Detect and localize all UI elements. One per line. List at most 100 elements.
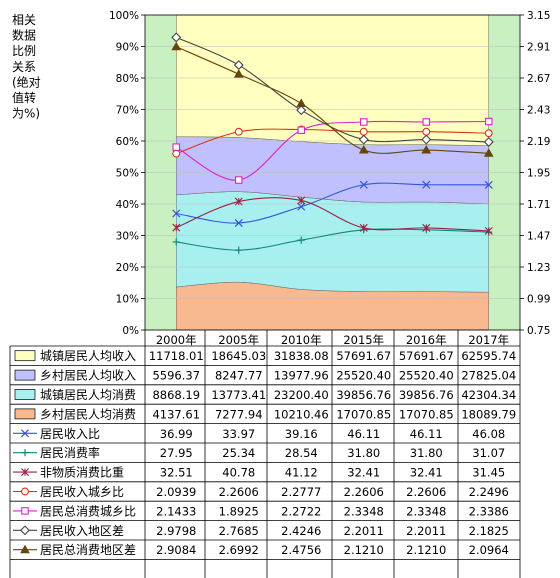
table-cell: 2.3348	[406, 504, 446, 518]
point-居民收入地区差-2-glyph	[296, 105, 307, 116]
point-居民收入比-5-glyph	[484, 180, 493, 189]
legend-marker-居民总消费城乡比-glyph	[21, 507, 29, 515]
table-cell: 11718.01	[149, 349, 204, 363]
point-居民消费率-1-glyph	[235, 246, 243, 254]
table-cell: 32.41	[347, 466, 380, 480]
table-cell: 31.45	[472, 466, 505, 480]
table-cell: 13977.96	[274, 369, 329, 383]
table-cell: 40.78	[222, 466, 255, 480]
legend-marker-居民总消费地区差	[20, 544, 30, 554]
legend-label: 居民收入比	[40, 427, 100, 441]
legend-label: 居民收入城乡比	[40, 485, 124, 499]
left-tick-label: 40%	[116, 199, 139, 211]
table-cell: 4137.61	[152, 407, 200, 421]
table-cell: 2.2011	[344, 524, 384, 538]
table-cell: 27825.04	[461, 369, 516, 383]
table-cell: 57691.67	[336, 349, 391, 363]
table-cell: 2.6992	[219, 543, 259, 557]
point-非物质消费比重-1-glyph	[234, 197, 243, 206]
legend-label: 居民消费率	[40, 445, 100, 460]
area-城镇居民人均收入	[176, 14, 489, 146]
point-非物质消费比重-5-glyph	[484, 226, 493, 235]
right-tick-label: 1.47	[527, 231, 550, 243]
point-居民总消费地区差-3	[358, 145, 369, 154]
left-tick-label: 50%	[116, 168, 139, 180]
table-cell: 46.11	[410, 427, 443, 441]
legend-marker-居民收入比-glyph	[20, 429, 30, 438]
table-cell: 7277.94	[215, 407, 263, 421]
table-cell: 25520.40	[336, 369, 391, 383]
table-cell: 2.9084	[156, 543, 196, 557]
category-label: 2000年	[156, 333, 197, 347]
category-label: 2015年	[343, 333, 384, 347]
point-居民收入城乡比-0	[172, 149, 181, 158]
point-居民总消费城乡比-1-glyph	[235, 176, 243, 184]
table-cell: 62595.74	[461, 349, 516, 363]
legend-label: 居民总消费城乡比	[40, 504, 136, 518]
point-居民收入地区差-0	[171, 32, 182, 43]
point-居民消费率-2	[297, 236, 305, 244]
legend-label: 居民收入地区差	[40, 524, 124, 538]
table-cell: 8247.77	[215, 369, 263, 383]
legend-label: 城镇居民人均消费	[40, 388, 136, 402]
right-tick-label: 3.15	[527, 10, 550, 22]
point-居民收入地区差-4	[421, 134, 432, 145]
left-tick-label: 80%	[116, 73, 139, 85]
right-tick-label: 1.23	[527, 262, 550, 274]
table-cell: 2.3386	[469, 504, 509, 518]
right-tick-label: 2.67	[527, 73, 550, 85]
table-cell: 39.16	[285, 427, 318, 441]
point-非物质消费比重-5	[484, 226, 493, 235]
point-居民总消费城乡比-0	[172, 143, 181, 151]
left-tick-label: 0%	[122, 325, 139, 337]
point-居民总消费城乡比-3-glyph	[359, 118, 368, 126]
table-cell: 2.4246	[281, 524, 321, 538]
table-cell: 1.8925	[219, 504, 259, 518]
point-居民收入地区差-2	[296, 105, 307, 116]
table-cell: 46.11	[347, 427, 380, 441]
left-tick-label: 10%	[116, 294, 139, 306]
point-居民总消费地区差-5	[483, 148, 494, 157]
right-tick-label: 1.71	[527, 199, 550, 211]
y-axis-label-line: 相关	[12, 13, 36, 27]
legend-swatch-城镇居民人均消费	[14, 389, 36, 400]
point-居民总消费地区差-2-glyph	[296, 98, 307, 108]
line-居民收入比	[176, 182, 489, 224]
table-cell: 31.07	[472, 446, 505, 460]
point-非物质消费比重-1	[234, 197, 243, 206]
y-axis-label-line: 比例	[12, 44, 36, 58]
legend-marker-居民总消费地区差-glyph	[20, 544, 30, 554]
category-label: 2005年	[218, 333, 259, 347]
left-tick-label: 60%	[116, 136, 139, 148]
point-居民收入地区差-0-glyph	[171, 32, 182, 43]
point-居民收入城乡比-5-glyph	[484, 129, 493, 138]
left-tick-label: 100%	[109, 10, 139, 22]
table-cell: 32.51	[160, 466, 193, 480]
point-居民收入城乡比-0-glyph	[172, 149, 181, 158]
legend-marker-居民收入城乡比-glyph	[21, 487, 29, 496]
table-cell: 2.2606	[344, 485, 384, 499]
legend-marker-居民收入城乡比	[21, 487, 29, 496]
point-居民总消费地区差-1	[233, 69, 244, 78]
point-居民收入比-5	[484, 180, 493, 189]
point-居民收入地区差-5-glyph	[483, 137, 494, 147]
legend-swatch-乡村居民人均消费	[14, 408, 36, 420]
point-非物质消费比重-3	[359, 223, 368, 232]
legend-marker-居民消费率	[21, 449, 29, 457]
point-居民总消费地区差-4	[421, 145, 432, 154]
line-居民收入城乡比	[176, 128, 489, 155]
point-居民总消费地区差-5-glyph	[483, 148, 494, 157]
table-cell: 2.1433	[156, 504, 196, 518]
right-tick-label: 2.91	[527, 42, 550, 54]
table-cell: 18089.79	[461, 407, 516, 421]
table-cell: 2.2011	[406, 524, 446, 538]
point-居民收入城乡比-3	[359, 127, 368, 136]
point-居民收入城乡比-4-glyph	[422, 127, 431, 136]
point-居民收入地区差-5	[483, 137, 494, 147]
y-axis-label-line: 关系	[12, 60, 36, 74]
point-居民收入城乡比-4	[422, 127, 431, 136]
point-居民收入地区差-3	[358, 134, 369, 145]
table-cell: 39856.76	[336, 388, 391, 402]
table-cell: 2.1210	[344, 543, 384, 557]
